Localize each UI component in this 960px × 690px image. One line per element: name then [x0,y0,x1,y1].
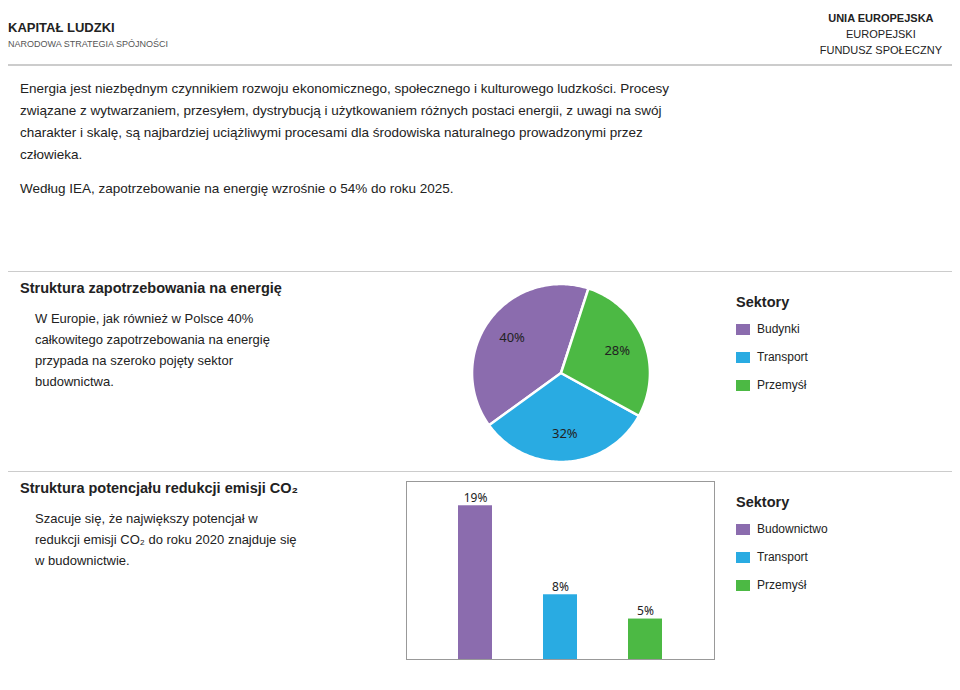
html-text:redukcji emisji CO₂ do roku 20: redukcji emisji CO₂ do roku 2020 znajduj… [35,532,297,547]
html-text:Transport: Transport [757,350,808,364]
svg-text:32%: 32% [551,424,577,442]
html-text:związane z wytwarzaniem, przes: związane z wytwarzaniem, przesyłem, dyst… [20,103,662,118]
html-text:charakter i skalę, są najbardz: charakter i skalę, są najbardziej uciążl… [20,125,643,140]
html-text:Budynki: Budynki [757,322,800,336]
html-text:NARODOWA STRATEGIA SPÓJNOŚCI: NARODOWA STRATEGIA SPÓJNOŚCI [8,38,168,49]
html-text:w budownictwie.: w budownictwie. [35,553,130,568]
html-text:Szacuje się, że największy pot: Szacuje się, że największy potencjał w [35,511,258,526]
html-text:Przemyśł: Przemyśł [757,578,807,592]
html-text:EUROPEJSKI: EUROPEJSKI [846,28,916,40]
html-text:KAPITAŁ LUDZKI: KAPITAŁ LUDZKI [8,19,115,35]
html-text:przypada na szeroko pojęty sek: przypada na szeroko pojęty sektor [35,353,233,368]
svg-text:28%: 28% [604,341,630,359]
svg-text:5%: 5% [637,602,654,619]
html-text:Struktura zapotrzebowania na e: Struktura zapotrzebowania na energię [20,280,282,296]
html-text:człowieka.: człowieka. [20,147,83,162]
html-text:FUNDUSZ SPOŁECZNY: FUNDUSZ SPOŁECZNY [819,44,942,56]
html-text:Struktura potencjału redukcji: Struktura potencjału redukcji emisji CO₂ [20,480,298,496]
html-text:W Europie, jak również w Polsc: W Europie, jak również w Polsce 40% [35,311,254,326]
html-text:Przemyśł: Przemyśł [757,378,807,392]
html-text:Sektory: Sektory [736,494,790,510]
svg-text:19%: 19% [464,489,488,506]
html-text:Sektory: Sektory [736,294,790,310]
html-text:Budownictwo: Budownictwo [757,522,828,536]
html-text:Według IEA, zapotrzebowanie na: Według IEA, zapotrzebowanie na energię w… [20,181,454,196]
svg-text:40%: 40% [499,328,525,346]
html-text:budownictwa.: budownictwa. [35,374,114,389]
html-text:UNIA EUROPEJSKA: UNIA EUROPEJSKA [828,12,934,24]
html-text:Energia jest niezbędnym czynni: Energia jest niezbędnym czynnikiem rozwo… [20,81,670,96]
html-text:całkowitego zapotrzebowania na: całkowitego zapotrzebowania na energię [35,332,270,347]
html-text:Transport: Transport [757,550,808,564]
svg-text:8%: 8% [552,578,569,595]
